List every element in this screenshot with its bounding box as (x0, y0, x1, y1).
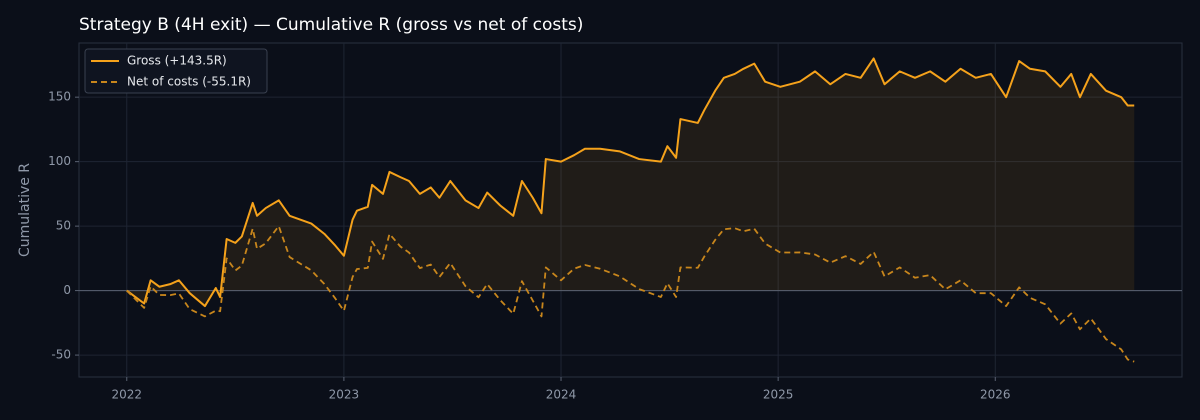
y-tick-label: 150 (48, 90, 71, 104)
x-tick-label: 2026 (980, 388, 1011, 402)
legend-label: Gross (+143.5R) (127, 54, 227, 68)
x-tick-label: 2025 (763, 388, 794, 402)
y-tick-label: 100 (48, 154, 71, 168)
area-fill (126, 58, 1135, 307)
y-tick-label: 50 (56, 219, 71, 233)
x-tick-label: 2024 (546, 388, 577, 402)
y-tick-label: 0 (63, 283, 71, 297)
x-tick-label: 2023 (329, 388, 360, 402)
chart-title: Strategy B (4H exit) — Cumulative R (gro… (79, 15, 583, 35)
y-axis-label: Cumulative R (17, 163, 33, 257)
series-line (126, 57, 1135, 308)
legend-box (84, 48, 268, 94)
y-tick-label: -50 (51, 348, 71, 362)
series-line (126, 225, 1135, 363)
x-tick-label: 2022 (111, 388, 142, 402)
legend-label: Net of costs (-55.1R) (127, 75, 251, 89)
